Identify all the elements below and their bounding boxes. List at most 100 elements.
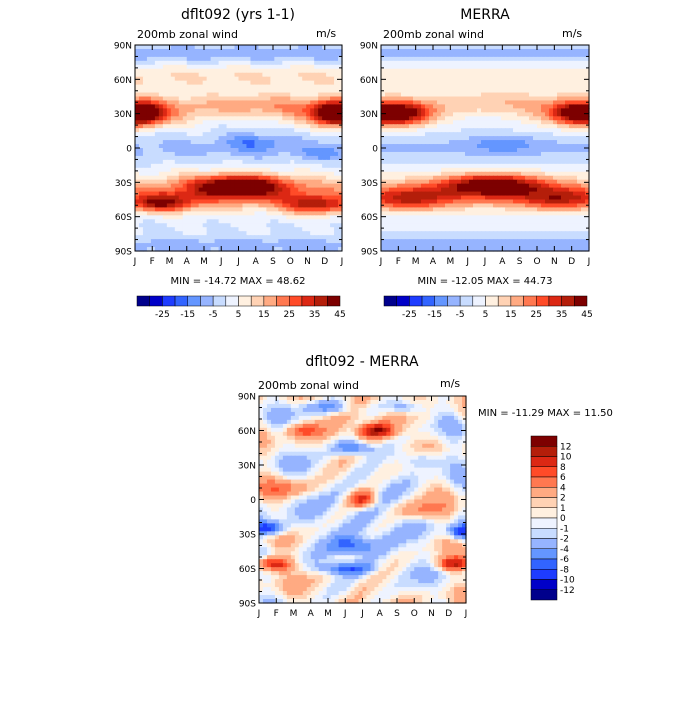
field-cell (290, 100, 295, 105)
field-cell (541, 184, 546, 189)
field-cell (282, 219, 287, 224)
field-cell (223, 227, 228, 232)
field-cell (429, 148, 434, 153)
field-cell (318, 45, 323, 50)
field-cell (270, 239, 275, 244)
field-cell (246, 168, 251, 173)
field-cell (437, 140, 442, 145)
field-cell (175, 65, 180, 70)
field-cell (191, 156, 196, 161)
field-cell (167, 69, 172, 74)
field-cell (290, 104, 295, 109)
field-cell (569, 136, 574, 141)
field-cell (231, 156, 236, 161)
field-cell (469, 160, 474, 165)
field-cell (461, 168, 466, 173)
field-cell (262, 97, 267, 102)
field-cell (501, 128, 506, 133)
field-cell (445, 49, 450, 54)
field-cell (254, 116, 259, 121)
field-cell (286, 231, 291, 236)
field-cell (246, 116, 251, 121)
field-cell (175, 180, 180, 185)
field-cell (334, 152, 339, 157)
field-cell (429, 164, 434, 169)
field-cell (278, 132, 283, 137)
field-cell (262, 184, 267, 189)
field-cell (254, 196, 259, 201)
field-cell (314, 180, 319, 185)
field-cell (393, 53, 398, 58)
field-cell (421, 124, 426, 129)
field-cell (557, 45, 562, 50)
field-cell (258, 57, 263, 62)
field-cell (449, 184, 454, 189)
field-cell (557, 200, 562, 205)
field-cell (135, 65, 140, 70)
field-cell (573, 203, 578, 208)
field-cell (231, 144, 236, 149)
field-cell (517, 168, 522, 173)
field-cell (453, 77, 458, 82)
panel-merra-title: MERRA (460, 7, 510, 23)
field-cell (215, 124, 220, 129)
field-cell (167, 164, 172, 169)
field-cell (529, 85, 534, 90)
field-cell (521, 192, 526, 197)
field-cell (509, 124, 514, 129)
field-cell (449, 104, 454, 109)
field-cell (151, 116, 156, 121)
field-cell (461, 136, 466, 141)
field-cell (195, 180, 200, 185)
field-cell (274, 73, 279, 78)
field-cell (290, 156, 295, 161)
field-cell (254, 152, 259, 157)
field-cell (239, 136, 244, 141)
field-cell (469, 61, 474, 66)
field-cell (549, 124, 554, 129)
field-cell (211, 144, 216, 149)
field-cell (286, 188, 291, 193)
field-cell (469, 140, 474, 145)
field-cell (155, 73, 160, 78)
field-cell (227, 180, 232, 185)
field-cell (310, 116, 315, 121)
field-cell (405, 176, 410, 181)
field-cell (326, 108, 331, 113)
field-cell (278, 219, 283, 224)
field-cell (437, 57, 442, 62)
field-cell (219, 112, 224, 117)
field-cell (409, 53, 414, 58)
field-cell (577, 148, 582, 153)
field-cell (401, 108, 406, 113)
field-cell (266, 112, 271, 117)
field-cell (179, 132, 184, 137)
field-cell (290, 49, 295, 54)
field-cell (393, 200, 398, 205)
field-cell (227, 192, 232, 197)
field-cell (549, 100, 554, 105)
field-cell (270, 160, 275, 165)
field-cell (409, 89, 414, 94)
field-cell (155, 164, 160, 169)
field-cell (278, 211, 283, 216)
field-cell (481, 100, 486, 105)
field-cell (485, 207, 490, 212)
field-cell (199, 140, 204, 145)
field-cell (433, 176, 438, 181)
field-cell (521, 132, 526, 137)
field-cell (421, 57, 426, 62)
field-cell (449, 77, 454, 82)
field-cell (250, 97, 255, 102)
field-cell (445, 156, 450, 161)
field-cell (569, 156, 574, 161)
field-cell (278, 140, 283, 145)
field-cell (302, 93, 307, 98)
field-cell (306, 124, 311, 129)
field-cell (286, 132, 291, 137)
field-cell (139, 196, 144, 201)
field-cell (505, 61, 510, 66)
field-cell (381, 116, 386, 121)
field-cell (270, 207, 275, 212)
field-cell (314, 152, 319, 157)
